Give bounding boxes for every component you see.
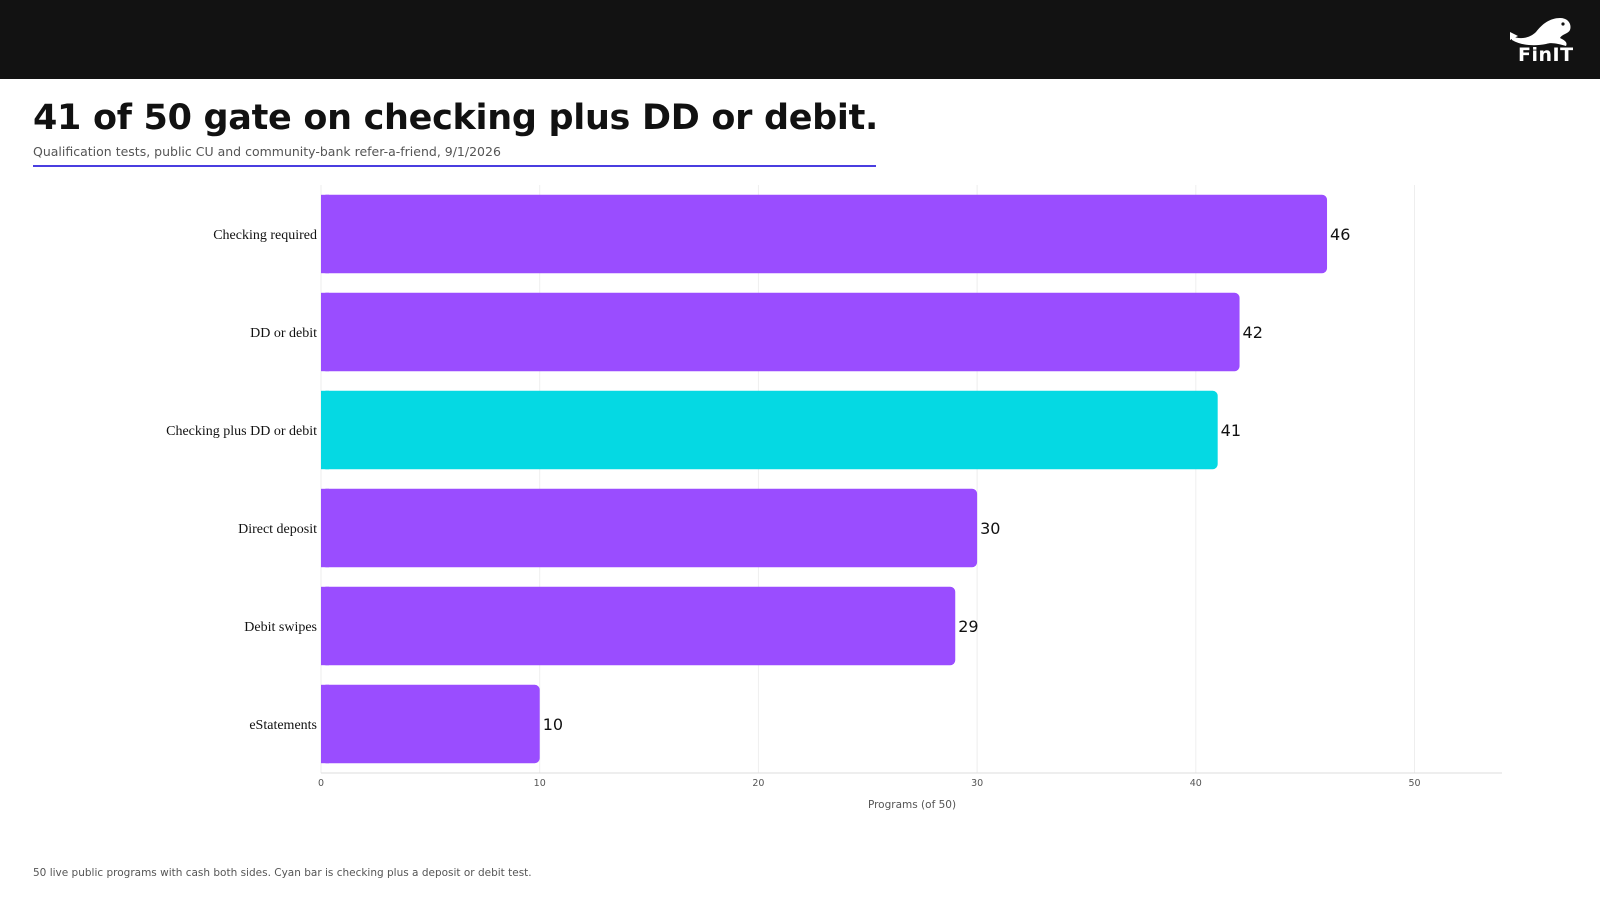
bar — [321, 488, 978, 568]
bar — [321, 684, 540, 764]
bar-left-edge — [321, 292, 329, 372]
bar-left-edge — [321, 586, 329, 666]
value-label: 10 — [543, 715, 563, 734]
top-bar: FinIT — [0, 0, 1600, 79]
bar — [321, 292, 1240, 372]
page-title: 41 of 50 gate on checking plus DD or deb… — [33, 98, 879, 138]
value-labels: 46 42 41 30 29 10 — [543, 225, 1351, 734]
footnote: 50 live public programs with cash both s… — [33, 867, 532, 879]
category-label: DD or debit — [250, 326, 317, 341]
brand-wordmark: FinIT — [1518, 44, 1574, 66]
value-label: 42 — [1243, 323, 1263, 342]
x-axis-label: Programs (of 50) — [868, 799, 956, 811]
value-label: 41 — [1221, 421, 1241, 440]
value-label: 46 — [1330, 225, 1350, 244]
category-label: Checking plus DD or debit — [166, 424, 317, 439]
category-label: Checking required — [213, 228, 317, 243]
bar — [321, 194, 1328, 274]
brand-logo: FinIT — [1506, 10, 1578, 68]
page-subtitle: Qualification tests, public CU and commu… — [33, 144, 501, 159]
category-label: eStatements — [249, 718, 317, 733]
value-label: 29 — [958, 617, 978, 636]
grid-lines — [320, 185, 1416, 773]
bar — [321, 390, 1218, 470]
x-tick-label: 20 — [752, 778, 764, 789]
bars — [321, 194, 1328, 764]
bar-left-edge — [321, 390, 329, 470]
seal-icon — [1510, 18, 1571, 46]
bar-left-edge — [321, 684, 329, 764]
x-tick-label: 50 — [1408, 778, 1420, 789]
bar-left-edge — [321, 488, 329, 568]
x-tick-label: 30 — [971, 778, 983, 789]
x-tick-label: 0 — [318, 778, 324, 789]
x-tick-label: 40 — [1190, 778, 1202, 789]
category-label: Debit swipes — [244, 620, 317, 635]
category-label: Direct deposit — [238, 522, 317, 537]
x-axis: 0 10 20 30 40 50 — [318, 772, 1502, 789]
value-label: 30 — [980, 519, 1000, 538]
bar — [321, 586, 956, 666]
x-tick-label: 10 — [534, 778, 546, 789]
category-labels: Checking required DD or debit Checking plu… — [166, 228, 317, 733]
title-underline — [33, 165, 876, 167]
bar-left-edge — [321, 194, 329, 274]
